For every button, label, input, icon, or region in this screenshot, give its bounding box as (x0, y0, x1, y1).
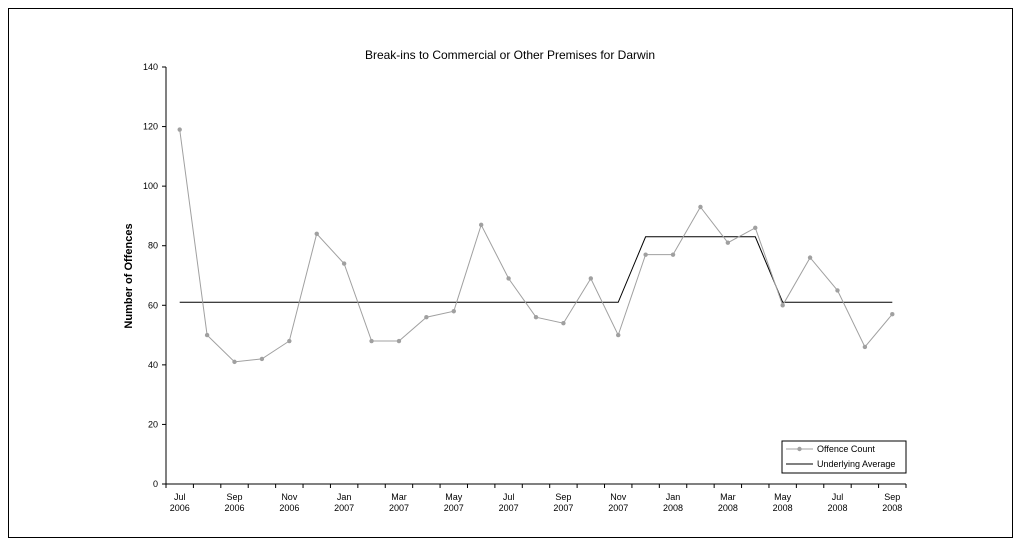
y-tick-label: 40 (148, 360, 158, 370)
x-tick-label-month: Mar (391, 492, 407, 502)
data-point-offence-count (506, 276, 511, 281)
data-point-offence-count (725, 240, 731, 245)
y-tick-label: 0 (153, 479, 158, 489)
x-tick-label-month: Sep (884, 492, 900, 502)
data-point-offence-count (232, 359, 237, 365)
data-point-offence-count (259, 356, 265, 362)
x-tick-label-year: 2008 (663, 503, 683, 513)
y-tick-label: 60 (148, 300, 158, 310)
data-point-offence-count (698, 204, 703, 210)
data-point-offence-count (890, 312, 895, 317)
x-tick-label-year: 2007 (608, 503, 628, 513)
y-tick-label: 20 (148, 419, 158, 429)
x-tick-label-year: 2008 (718, 503, 738, 513)
data-point-offence-count (177, 127, 182, 132)
y-tick-label: 80 (148, 241, 158, 251)
x-tick-label-month: Jul (832, 492, 844, 502)
x-tick-label-month: Mar (720, 492, 736, 502)
x-tick-label-year: 2008 (773, 503, 793, 513)
x-tick-label-year: 2007 (389, 503, 409, 513)
x-tick-label-year: 2007 (334, 503, 354, 513)
axes: 020406080100120140Jul2006Sep2006Nov2006J… (143, 62, 907, 513)
y-tick-label: 100 (143, 181, 158, 191)
data-point-offence-count (862, 344, 868, 350)
data-point-offence-count (478, 222, 484, 228)
x-tick-label-month: Jan (337, 492, 352, 502)
x-tick-label-month: Nov (610, 492, 627, 502)
x-tick-label-month: May (445, 492, 463, 502)
x-tick-label-year: 2007 (553, 503, 573, 513)
x-tick-label-year: 2007 (444, 503, 464, 513)
series-line-underlying-average (179, 236, 893, 303)
data-point-offence-count (451, 309, 456, 314)
data-point-offence-count (616, 332, 621, 338)
data-point-offence-count (780, 303, 785, 308)
data-point-offence-count (835, 288, 840, 293)
data-point-offence-count (204, 332, 210, 338)
x-tick-label-year: 2006 (225, 503, 245, 513)
x-tick-label-month: Jan (666, 492, 681, 502)
legend: Offence Count Underlying Average (781, 440, 907, 474)
data-point-offence-count (753, 225, 758, 231)
x-tick-label-month: Nov (281, 492, 298, 502)
legend-underlying-average-label: Underlying Average (817, 459, 895, 469)
data-point-offence-count (670, 252, 676, 257)
x-tick-label-month: Jul (174, 492, 186, 502)
chart-title: Break-ins to Commercial or Other Premise… (365, 48, 655, 62)
data-point-offence-count (533, 315, 539, 320)
y-tick-label: 120 (143, 122, 158, 132)
x-tick-label-year: 2006 (170, 503, 190, 513)
data-point-offence-count (424, 315, 429, 320)
data-point-offence-count (561, 320, 566, 326)
data-point-offence-count (314, 231, 319, 236)
x-tick-label-year: 2008 (827, 503, 847, 513)
y-axis-label: Number of Offences (123, 223, 135, 328)
x-tick-label-year: 2006 (279, 503, 299, 513)
x-tick-label-month: May (774, 492, 792, 502)
x-tick-label-month: Jul (503, 492, 515, 502)
x-tick-label-year: 2008 (882, 503, 902, 513)
data-point-offence-count (396, 338, 402, 344)
data-point-offence-count (643, 252, 648, 257)
line-chart: Break-ins to Commercial or Other Premise… (123, 48, 907, 513)
x-tick-label-year: 2007 (499, 503, 519, 513)
data-point-offence-count (369, 338, 374, 344)
legend-box (781, 440, 907, 474)
data-point-offence-count (287, 338, 292, 344)
series-line-offence-count (179, 129, 893, 363)
y-tick-label: 140 (143, 62, 158, 72)
series-layer (177, 127, 895, 365)
legend-offence-count-label: Offence Count (817, 444, 875, 454)
data-point-offence-count (807, 255, 813, 260)
legend-offence-count-marker (797, 446, 802, 452)
data-point-offence-count (341, 261, 347, 266)
data-point-offence-count (588, 276, 594, 281)
x-tick-label-month: Sep (555, 492, 571, 502)
x-tick-label-month: Sep (227, 492, 243, 502)
